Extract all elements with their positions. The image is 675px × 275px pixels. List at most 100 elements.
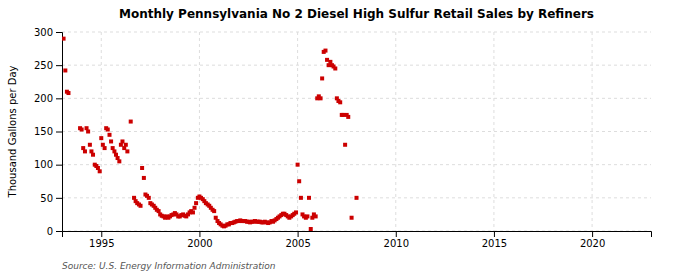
point — [305, 214, 309, 218]
grid-line — [62, 32, 651, 33]
point — [193, 206, 197, 210]
point — [91, 153, 95, 157]
tick-label: 0 — [47, 226, 53, 237]
point — [346, 115, 350, 119]
point — [106, 128, 110, 132]
point — [98, 169, 102, 173]
tick: 2020 — [580, 231, 605, 249]
point — [86, 130, 90, 134]
point — [103, 146, 107, 150]
point — [320, 76, 324, 80]
tick: 50 — [40, 193, 62, 204]
tick-mark — [56, 132, 62, 133]
tick-label: 100 — [34, 159, 53, 170]
tick-label: 2005 — [285, 238, 310, 249]
point — [319, 96, 323, 100]
point — [191, 210, 195, 214]
tick-mark — [298, 231, 299, 237]
point — [299, 196, 303, 200]
tick-mark — [56, 65, 62, 66]
grid-line — [101, 32, 102, 231]
tick-label: 2000 — [187, 238, 212, 249]
tick: 300 — [34, 27, 62, 38]
tick: 250 — [34, 60, 62, 71]
tick-label: 200 — [34, 93, 53, 104]
point — [109, 139, 113, 143]
grid-line — [297, 32, 298, 231]
point — [139, 204, 143, 208]
point — [140, 166, 144, 170]
source-note: Source: U.S. Energy Information Administ… — [62, 261, 276, 271]
point — [294, 210, 298, 214]
grid-line — [493, 32, 494, 231]
points — [62, 37, 358, 231]
tick: 1995 — [89, 231, 114, 249]
point — [66, 91, 70, 95]
point — [117, 159, 121, 163]
point — [314, 214, 318, 218]
tick: 2000 — [187, 231, 212, 249]
tick-mark — [199, 231, 200, 237]
tick-label: 2010 — [384, 238, 409, 249]
tick: 2005 — [285, 231, 310, 249]
axis-line — [56, 33, 63, 232]
grid-line — [199, 32, 200, 231]
point — [307, 196, 311, 200]
point — [212, 209, 216, 213]
tick-mark — [56, 32, 62, 33]
tick: 150 — [34, 126, 62, 137]
point — [108, 133, 112, 137]
point — [323, 49, 327, 53]
tick-label: 300 — [34, 27, 53, 38]
point — [99, 136, 103, 140]
tick: 100 — [34, 159, 62, 170]
point — [297, 179, 301, 183]
point — [125, 149, 129, 153]
y-axis: 0 50 100 150 200 250 300 — [34, 27, 63, 237]
tick-mark — [56, 198, 62, 199]
tick-mark — [56, 165, 62, 166]
title: Monthly Pennsylvania No 2 Diesel High Su… — [119, 7, 594, 21]
tick: 200 — [34, 93, 62, 104]
tick-mark — [592, 231, 593, 237]
tick: 0 — [47, 226, 62, 237]
plot: 1995 2000 2005 2010 2015 2020 0 50 100 150 200 250 3… — [34, 27, 652, 249]
point — [129, 120, 133, 124]
grid-line — [62, 98, 651, 99]
tick-mark — [56, 98, 62, 99]
point — [80, 128, 84, 132]
tick: 2015 — [482, 231, 507, 249]
tick-mark — [101, 231, 102, 237]
point — [194, 201, 198, 205]
grid-line — [62, 164, 651, 165]
point — [62, 37, 66, 41]
grid-line — [62, 131, 651, 132]
tick-mark — [494, 231, 495, 237]
axis-line — [63, 232, 652, 238]
chart: 1995 2000 2005 2010 2015 2020 0 50 100 150 200 250 3… — [0, 0, 675, 275]
grid — [62, 32, 651, 231]
point — [63, 68, 67, 72]
tick-label: 50 — [40, 193, 53, 204]
tick: 2010 — [384, 231, 409, 249]
point — [309, 227, 313, 231]
x-axis: 1995 2000 2005 2010 2015 2020 — [63, 231, 652, 249]
tick-mark — [56, 231, 62, 232]
point — [88, 143, 92, 147]
point — [343, 143, 347, 147]
point — [333, 66, 337, 70]
grid-line — [395, 32, 396, 231]
point — [147, 196, 151, 200]
grid-line — [592, 32, 593, 231]
point — [296, 163, 300, 167]
grid-line — [62, 65, 651, 66]
y-axis-label: Thousand Gallons per Day — [7, 65, 18, 198]
tick-label: 150 — [34, 126, 53, 137]
point — [350, 216, 354, 220]
point — [338, 100, 342, 104]
point — [142, 176, 146, 180]
tick-label: 1995 — [89, 238, 114, 249]
tick-label: 250 — [34, 60, 53, 71]
tick-mark — [396, 231, 397, 237]
tick-label: 2015 — [482, 238, 507, 249]
